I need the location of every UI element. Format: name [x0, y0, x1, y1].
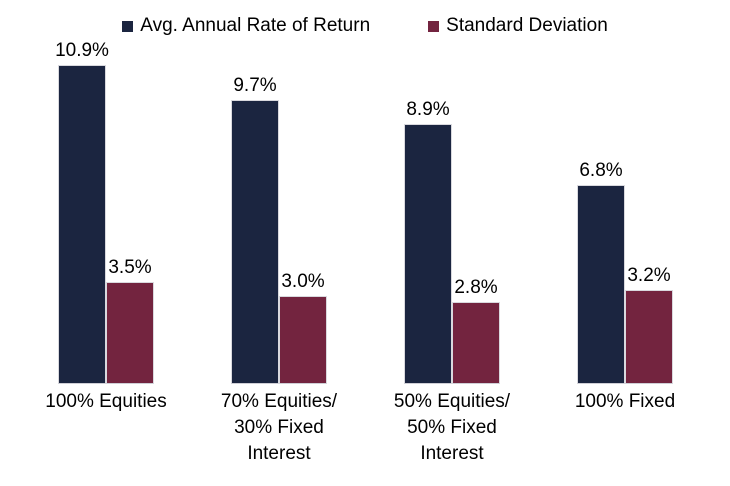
category-label: 70% Equities/ 30% Fixed Interest: [220, 391, 338, 464]
bar-group: 6.8% 3.2%: [577, 160, 673, 384]
bar-std-dev: 2.8%: [452, 277, 500, 384]
value-label: 8.9%: [406, 98, 450, 120]
legend-item-std-dev: Standard Deviation: [428, 13, 608, 39]
legend-item-avg-return: Avg. Annual Rate of Return: [122, 13, 370, 39]
category-label: 100% Equities: [45, 391, 167, 412]
category-label: 50% Equities/ 50% Fixed Interest: [393, 391, 511, 464]
legend: Avg. Annual Rate of Return Standard Devi…: [0, 13, 730, 39]
value-label: 3.0%: [281, 271, 325, 293]
value-label: 6.8%: [579, 160, 623, 181]
bar-std-dev: 3.0%: [279, 271, 327, 384]
value-label: 3.5%: [108, 256, 152, 278]
bar-group: 10.9% 3.5%: [55, 40, 154, 384]
legend-label-avg-return: Avg. Annual Rate of Return: [140, 15, 371, 36]
bar-avg-return: 9.7%: [231, 75, 279, 384]
value-label: 3.2%: [627, 265, 671, 287]
bar-group: 8.9% 2.8%: [404, 99, 500, 384]
category-label: 100% Fixed: [574, 391, 676, 412]
category-labels: 100% Equities 70% Equities/ 30% Fixed Int…: [0, 389, 730, 467]
value-label: 10.9%: [55, 40, 109, 61]
bar-group: 9.7% 3.0%: [231, 75, 327, 384]
legend-swatch-std-dev-icon: [428, 20, 440, 32]
bar-std-dev: 3.5%: [106, 257, 154, 384]
value-label: 2.8%: [454, 277, 498, 298]
bar-std-dev: 3.2%: [625, 265, 673, 384]
plot-area: 10.9% 3.5% 9.7% 3.0% 8.9% 2.8% 6.8% 3.2%: [55, 40, 673, 384]
legend-swatch-avg-return-icon: [122, 20, 134, 32]
bar-avg-return: 8.9%: [404, 99, 452, 384]
bar-avg-return: 10.9%: [55, 40, 109, 384]
legend-label-std-dev: Standard Deviation: [446, 15, 608, 36]
bar-avg-return: 6.8%: [577, 160, 625, 384]
value-label: 9.7%: [233, 75, 277, 97]
